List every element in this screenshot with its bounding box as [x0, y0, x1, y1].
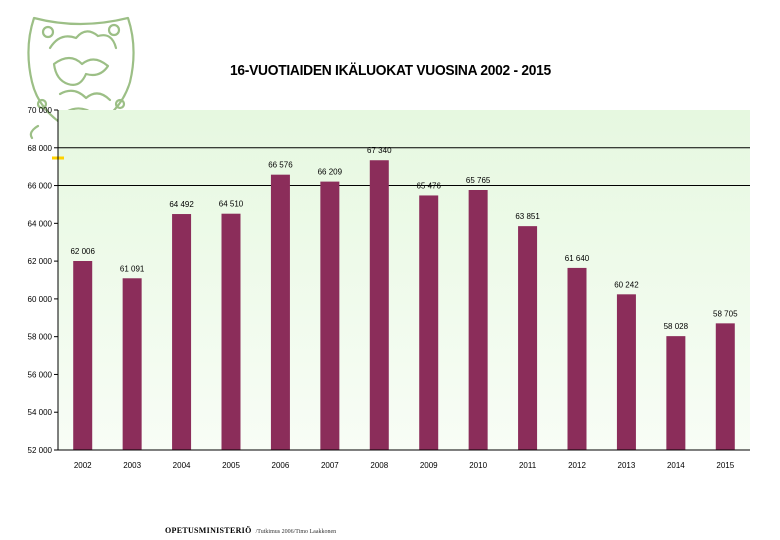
value-label: 67 340: [367, 146, 392, 155]
y-tick-label: 54 000: [28, 408, 53, 417]
x-tick-label: 2009: [420, 461, 438, 470]
bar: [666, 336, 686, 450]
x-tick-label: 2005: [222, 461, 240, 470]
y-tick-label: 62 000: [28, 257, 53, 266]
x-tick-label: 2012: [568, 461, 586, 470]
bar: [468, 189, 488, 450]
bar: [73, 260, 93, 450]
chart-title: 16-VUOTIAIDEN IKÄLUOKAT VUOSINA 2002 - 2…: [230, 62, 551, 79]
value-label: 66 576: [268, 161, 293, 170]
x-tick-label: 2002: [74, 461, 92, 470]
value-label: 64 492: [169, 200, 194, 209]
value-label: 61 091: [120, 264, 145, 273]
y-tick-label: 70 000: [28, 106, 53, 115]
bar: [419, 195, 439, 450]
x-tick-label: 2006: [272, 461, 290, 470]
bar: [320, 181, 340, 450]
value-label: 66 209: [318, 168, 343, 177]
y-tick-label: 66 000: [28, 182, 53, 191]
value-label: 61 640: [565, 254, 590, 263]
value-label: 62 006: [70, 247, 95, 256]
x-tick-label: 2008: [370, 461, 388, 470]
x-tick-label: 2014: [667, 461, 685, 470]
bar: [122, 278, 142, 450]
bar: [270, 174, 290, 451]
x-tick-label: 2004: [173, 461, 191, 470]
bar: [221, 213, 241, 450]
y-tick-label: 60 000: [28, 295, 53, 304]
y-tick-label: 68 000: [28, 144, 53, 153]
value-label: 58 028: [664, 322, 689, 331]
value-label: 60 242: [614, 280, 639, 289]
value-label: 65 476: [416, 181, 441, 190]
x-tick-label: 2011: [519, 461, 537, 470]
value-label: 64 510: [219, 200, 244, 209]
bar: [369, 160, 389, 450]
bar: [616, 294, 636, 450]
y-tick-label: 64 000: [28, 219, 53, 228]
value-label: 63 851: [515, 212, 540, 221]
bar: [567, 267, 587, 450]
coat-of-arms-lion-icon: [27, 16, 135, 140]
x-tick-label: 2010: [469, 461, 487, 470]
x-tick-label: 2003: [123, 461, 141, 470]
footer-credit: /Tutkimus 2006/Timo Laakkonen: [255, 529, 337, 535]
y-tick-label: 56 000: [28, 370, 53, 379]
x-tick-label: 2007: [321, 461, 339, 470]
footer-ministry: OPETUSMINISTERIÖ: [165, 526, 252, 535]
x-tick-label: 2013: [618, 461, 636, 470]
plot-area: [58, 110, 750, 450]
y-tick-label: 58 000: [28, 333, 53, 342]
footer: OPETUSMINISTERIÖ/Tutkimus 2006/Timo Laak…: [165, 526, 336, 535]
value-label: 65 765: [466, 176, 491, 185]
bar: [172, 214, 192, 450]
bar: [715, 323, 735, 450]
value-label: 58 705: [713, 309, 738, 318]
x-tick-label: 2015: [716, 461, 734, 470]
bar: [518, 226, 538, 450]
y-tick-label: 52 000: [28, 446, 53, 455]
